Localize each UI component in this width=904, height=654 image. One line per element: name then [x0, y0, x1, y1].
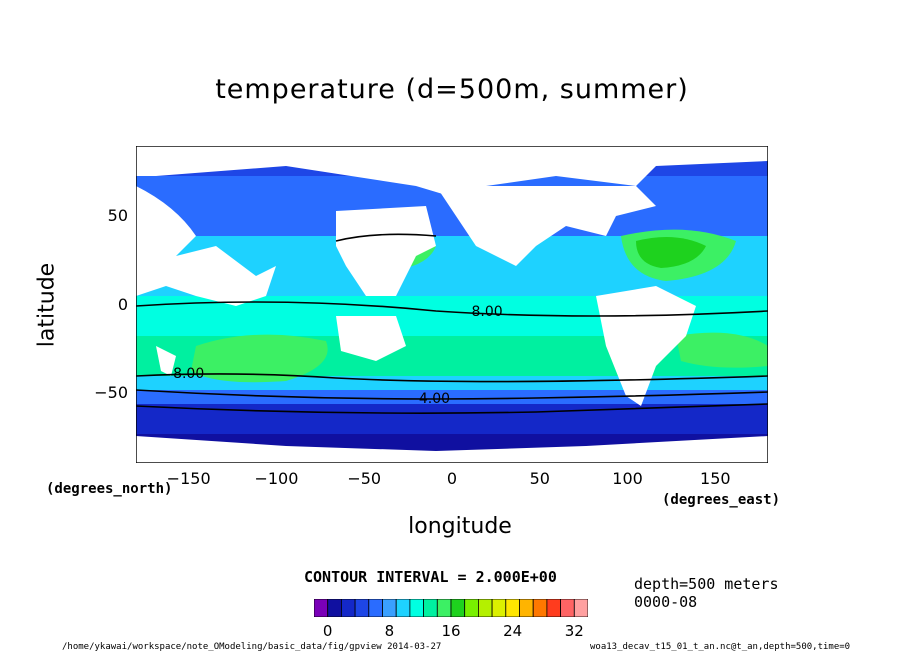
contour-interval: CONTOUR INTERVAL = 2.000E+00: [304, 568, 557, 586]
band-south-cool: [136, 390, 768, 404]
y-tick-label: 0: [117, 294, 128, 314]
colorbar-bin: [382, 599, 397, 617]
colorbar-tick-label: 8: [384, 622, 395, 640]
colorbar-bin: [560, 599, 575, 617]
colorbar-bin: [477, 599, 493, 617]
colorbar-bin: [573, 599, 588, 617]
colorbar-bin: [423, 599, 438, 617]
y-axis-label: latitude: [34, 262, 60, 348]
x-tick-label: 50: [529, 469, 550, 488]
x-axis-label: longitude: [408, 514, 512, 539]
time-info: 0000-08: [634, 593, 698, 611]
colorbar-tick-label: 16: [441, 622, 461, 640]
x-tick-label: −100: [254, 469, 299, 488]
land-asia: [436, 186, 656, 266]
contours: [136, 233, 768, 414]
land-north: [136, 146, 768, 201]
x-tick-label: 150: [700, 469, 731, 488]
land-south-america-tip: [156, 346, 176, 376]
colorbar-bin: [354, 599, 370, 617]
x-axis-unit: (degrees_east): [662, 492, 781, 508]
colorbar-bin: [368, 599, 383, 617]
contour-4-south: [136, 389, 768, 400]
colorbar: [314, 599, 588, 617]
colorbar-tick-label: 24: [503, 622, 523, 640]
land-antarctica: [136, 436, 768, 463]
x-tick-label: 100: [612, 469, 643, 488]
colorbar-bin: [314, 599, 329, 617]
colorbar-bin: [395, 599, 411, 617]
x-tick-label: −50: [347, 469, 382, 488]
colorbar-tick-label: 0: [322, 622, 333, 640]
land-africa: [336, 206, 436, 296]
contour-label: 8.00: [471, 304, 503, 321]
colorbar-bin: [464, 599, 479, 617]
contour-label: 8.00: [173, 365, 205, 382]
contour-8-south: [136, 373, 768, 383]
contour-label: 4.00: [418, 390, 451, 407]
warm-patch-indian: [191, 334, 328, 383]
contour-8-north: [136, 301, 768, 317]
colorbar-tick-label: 32: [564, 622, 584, 640]
x-tick-label: 0: [446, 469, 458, 488]
colorbar-bin: [519, 599, 534, 617]
colorbar-bin: [505, 599, 520, 617]
colorbar-bin: [436, 599, 452, 617]
colorbar-bin: [491, 599, 507, 617]
warm-patch-pacific-s: [676, 332, 768, 368]
colorbar-bin: [450, 599, 466, 617]
chart-title: temperature (d=500m, summer): [215, 74, 689, 105]
colorbar-bin: [340, 599, 356, 617]
x-tick-label: −150: [166, 469, 211, 488]
colorbar-bin: [409, 599, 425, 617]
footer-left: /home/ykawai/workspace/note_OModeling/ba…: [62, 642, 442, 652]
y-axis-unit: (degrees_north): [46, 481, 173, 497]
contour-north: [335, 233, 437, 242]
colorbar-bin: [532, 599, 548, 617]
map-plot: [136, 146, 768, 463]
land-americas: [136, 186, 276, 306]
y-tick-label: 50: [107, 206, 128, 226]
depth-info: depth=500 meters: [634, 575, 779, 593]
warm-patch-pacific-nw-core: [636, 237, 706, 268]
footer-right: woa13_decav_t15_01_t_an.nc@t_an,depth=50…: [590, 642, 851, 652]
colorbar-bin: [546, 599, 561, 617]
band-south-cold: [136, 404, 768, 434]
colorbar-bin: [327, 599, 342, 617]
contour-2-south: [136, 403, 768, 414]
band-south-mid: [136, 376, 768, 390]
land-australia: [336, 316, 406, 361]
y-tick-label: −50: [94, 382, 128, 402]
